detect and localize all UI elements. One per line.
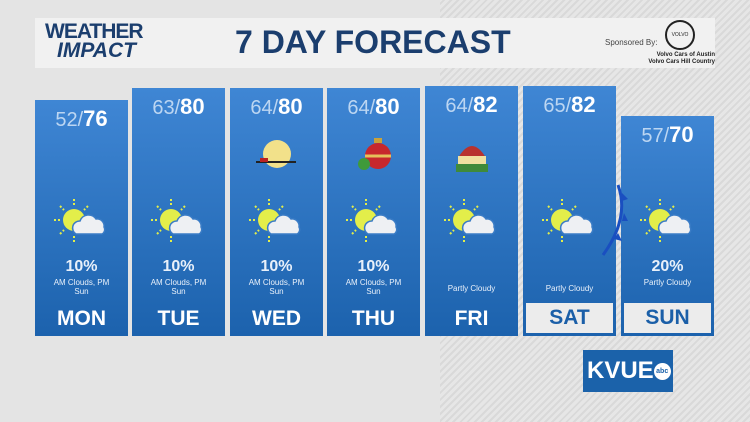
temperature-range: 64/82	[445, 92, 498, 117]
partly-cloudy-icon	[541, 198, 598, 253]
condition-text: AM Clouds, PM Sun	[248, 278, 305, 296]
condition-text: Partly Cloudy	[643, 278, 692, 287]
sponsored-label: Sponsored By:	[605, 38, 658, 47]
day-label: TUE	[157, 307, 200, 330]
precip-chance: 20%	[651, 258, 684, 275]
low-temp: 64	[445, 95, 468, 117]
condition-text: Partly Cloudy	[447, 284, 496, 293]
day-label: SAT	[526, 303, 613, 333]
santa-moon-icon	[252, 136, 302, 175]
high-temp: 70	[669, 122, 694, 147]
day-column-sat: 65/82 Partly Cloudy SAT	[523, 86, 616, 336]
partly-cloudy-icon	[248, 198, 305, 253]
low-temp: 64	[250, 97, 273, 119]
low-temp: 64	[347, 97, 370, 119]
temperature-range: 64/80	[250, 94, 303, 119]
low-temp: 65	[543, 95, 566, 117]
partly-cloudy-icon	[443, 198, 500, 253]
precip-chance: 10%	[65, 258, 98, 275]
volvo-logo: VOLVO	[665, 20, 695, 50]
partly-cloudy-icon	[345, 198, 402, 253]
precip-chance: 10%	[260, 258, 293, 275]
day-label: WED	[252, 307, 301, 330]
day-column-wed: 64/80 10% AM Clouds, PM Sun WED	[230, 88, 323, 336]
page-title: 7 DAY FORECAST	[235, 24, 511, 60]
condition-text: Partly Cloudy	[545, 284, 594, 293]
condition-text: AM Clouds, PM Sun	[345, 278, 402, 296]
gifts-icon	[450, 134, 494, 179]
high-temp: 76	[83, 106, 108, 131]
cold-front-icon	[601, 184, 628, 256]
day-column-tue: 63/80 10% AM Clouds, PM Sun TUE	[132, 88, 225, 336]
day-column-sun: 57/70 20% Partly Cloudy SUN	[621, 116, 714, 336]
condition-text: AM Clouds, PM Sun	[53, 278, 110, 296]
day-label: THU	[351, 307, 396, 330]
low-temp: 52	[55, 109, 78, 131]
day-column-thu: 64/80 10% AM Clouds, PM Sun THU	[327, 88, 420, 336]
day-column-mon: 52/76 10% AM Clouds, PM Sun MON	[35, 100, 128, 336]
high-temp: 80	[278, 94, 303, 119]
high-temp: 82	[571, 92, 596, 117]
low-temp: 63	[152, 97, 175, 119]
ornament-icon	[354, 136, 394, 179]
precip-chance: 10%	[162, 258, 195, 275]
partly-cloudy-icon	[150, 198, 207, 253]
condition-text: AM Clouds, PM Sun	[150, 278, 207, 296]
day-label: MON	[57, 307, 106, 330]
partly-cloudy-icon	[639, 198, 696, 253]
temperature-range: 65/82	[543, 92, 596, 117]
high-temp: 80	[375, 94, 400, 119]
kvue-logo: KVUE abc	[583, 350, 673, 392]
day-label: FRI	[454, 307, 489, 330]
temperature-range: 52/76	[55, 106, 108, 131]
temperature-range: 57/70	[641, 122, 694, 147]
high-temp: 82	[473, 92, 498, 117]
weather-impact-logo: WEATHER IMPACT	[45, 20, 144, 62]
high-temp: 80	[180, 94, 205, 119]
day-column-fri: 64/82 Partly Cloudy FRI	[425, 86, 518, 336]
low-temp: 57	[641, 125, 664, 147]
temperature-range: 64/80	[347, 94, 400, 119]
abc-logo: abc	[653, 363, 671, 381]
header-bar: WEATHER IMPACT 7 DAY FORECAST Sponsored …	[35, 18, 715, 68]
partly-cloudy-icon	[53, 198, 110, 253]
temperature-range: 63/80	[152, 94, 205, 119]
precip-chance: 10%	[357, 258, 390, 275]
day-label: SUN	[624, 303, 711, 333]
sponsor-names: Volvo Cars of Austin Volvo Cars Hill Cou…	[648, 52, 715, 65]
